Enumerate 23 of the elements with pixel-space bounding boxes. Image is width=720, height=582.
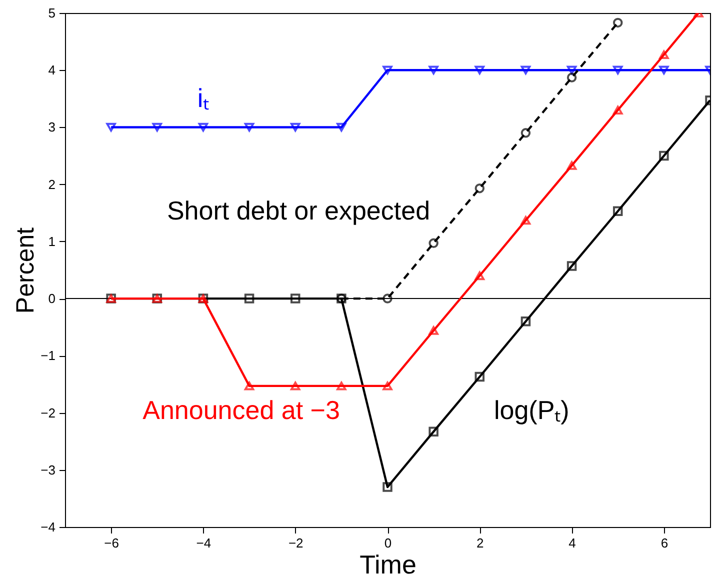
series-label: log(Pₜ) [494,394,570,425]
series-label: Announced at −3 [142,394,340,425]
y-tick-label: 3 [48,120,56,135]
x-tick-label: 4 [568,536,576,550]
x-tick-label: 0 [384,536,392,550]
x-tick-label: 6 [660,536,668,550]
y-tick-label: −4 [40,520,56,534]
y-tick-label: 4 [48,62,56,78]
y-tick-label: −3 [40,462,56,478]
x-tick-label: −6 [104,536,119,550]
series-label: iₜ [197,83,210,114]
y-tick-label: 2 [48,176,56,192]
x-axis-title: Time [360,550,416,580]
y-tick-label: 5 [48,6,56,20]
y-tick-label: 0 [48,291,56,306]
x-tick-label: −2 [288,536,304,550]
y-tick-label: 1 [48,234,56,249]
x-tick-label: −4 [196,536,212,550]
y-axis-title: Percent [12,227,40,314]
y-tick-label: −1 [40,348,56,364]
y-tick-label: −2 [40,405,56,420]
x-tick-label: 2 [476,536,484,550]
series-label: Short debt or expected [166,196,430,226]
